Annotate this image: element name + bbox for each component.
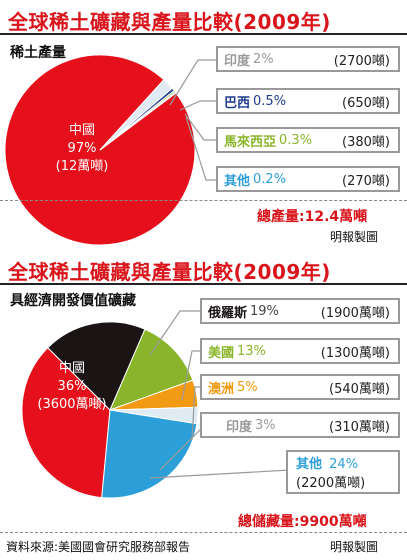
pie2-others-row: 其他 24% xyxy=(296,453,358,472)
pie2-usa-name: 美國 xyxy=(208,345,235,361)
pie2-others-amt: (2200萬噸) xyxy=(296,476,366,491)
top-divider xyxy=(0,200,407,201)
pie2-russia-name: 俄羅斯 xyxy=(208,305,248,321)
pie1-india-pct: 2% xyxy=(253,51,274,67)
pie2-others-pct: 24% xyxy=(329,457,359,472)
pie2-legend-india: 印度 3% (310萬噸) xyxy=(200,412,400,438)
pie1-others-amt: (270噸) xyxy=(342,173,390,189)
bottom-subtitle: 具經濟開發價值礦藏 xyxy=(10,293,136,309)
bottom-total: 總儲藏量:9900萬噸 xyxy=(238,514,367,530)
top-subtitle: 稀土產量 xyxy=(10,45,66,61)
pie1-legend-brazil: 巴西 0.5% (650噸) xyxy=(216,88,400,114)
pie1-china-name: 中國 xyxy=(68,123,95,138)
pie2-usa-amt: (1300萬噸) xyxy=(320,345,390,361)
bottom-title-rule xyxy=(0,283,407,285)
top-title: 全球稀土礦藏與產量比較(2009年) xyxy=(8,10,331,34)
pie2-others-name: 其他 xyxy=(296,457,323,472)
pie1-malaysia-name: 馬來西亞 xyxy=(224,134,277,150)
top-title-rule xyxy=(0,33,407,35)
pie2-slice-2 xyxy=(109,328,194,411)
pie1-others-name: 其他 xyxy=(224,173,251,189)
pie1-leader-0 xyxy=(169,59,216,106)
pie1-others-pct: 0.2% xyxy=(253,171,287,187)
data-source: 資料來源:美國國會研究服務部報告 xyxy=(6,540,191,554)
pie2-china-amt: (3600萬噸) xyxy=(37,397,107,412)
pie1-brazil-amt: (650噸) xyxy=(342,95,390,111)
pie1-india-amt: (2700噸) xyxy=(333,53,390,69)
pie2-china-pct: 36% xyxy=(57,379,87,394)
pie1-china-label: 中國 97% (12萬噸) xyxy=(50,122,114,176)
pie2-leader-4 xyxy=(149,469,291,479)
pie2-australia-amt: (540萬噸) xyxy=(329,381,390,397)
pie1-china-pct: 97% xyxy=(67,141,97,156)
pie2-slice-1 xyxy=(47,321,146,411)
pie1-slice-4 xyxy=(99,91,177,151)
pie1-leader-3 xyxy=(185,116,216,181)
pie2-slice-5 xyxy=(101,409,198,499)
bottom-divider xyxy=(0,532,407,533)
pie2-legend-usa: 美國 13% (1300萬噸) xyxy=(200,338,400,364)
pie1-leader-2 xyxy=(184,113,216,141)
pie2-india-amt: (310萬噸) xyxy=(329,419,390,435)
pie1-legend-india: 印度 2% (2700噸) xyxy=(216,46,400,72)
pie2-india-pct: 3% xyxy=(255,417,276,433)
pie1-legend-others: 其他 0.2% (270噸) xyxy=(216,166,400,192)
pie2-leader-1 xyxy=(181,350,200,401)
pie1-malaysia-amt: (380噸) xyxy=(342,134,390,150)
pie2-china-name: 中國 xyxy=(58,361,85,376)
pie2-leader-2 xyxy=(191,386,200,441)
pie2-australia-name: 澳洲 xyxy=(208,381,235,397)
pie2-legend-australia: 澳洲 5% (540萬噸) xyxy=(200,374,400,400)
pie2-usa-pct: 13% xyxy=(237,343,266,359)
top-credit: 明報製圖 xyxy=(330,230,379,244)
bottom-title: 全球稀土礦藏與產量比較(2009年) xyxy=(8,260,331,284)
pie2-india-name: 印度 xyxy=(226,419,253,435)
pie2-china-label: 中國 36% (3600萬噸) xyxy=(30,360,114,414)
bottom-credit: 明報製圖 xyxy=(330,540,379,554)
pie2-russia-pct: 19% xyxy=(250,303,279,319)
top-total: 總產量:12.4萬噸 xyxy=(257,209,368,225)
pie1-brazil-name: 巴西 xyxy=(224,95,251,111)
pie2-slice-0 xyxy=(21,347,111,499)
pie2-legend-russia: 俄羅斯 19% (1900萬噸) xyxy=(200,298,400,324)
pie2-australia-pct: 5% xyxy=(237,379,258,395)
pie1-malaysia-pct: 0.3% xyxy=(279,132,313,148)
pie1-india-name: 印度 xyxy=(224,53,251,69)
pie2-legend-others: 其他 24% (2200萬噸) xyxy=(286,450,400,494)
pie2-russia-amt: (1900萬噸) xyxy=(320,305,390,321)
pie2-leader-0 xyxy=(149,310,200,356)
pie1-china-amt: (12萬噸) xyxy=(55,159,109,174)
pie1-leader-1 xyxy=(179,100,216,111)
pie1-legend-malaysia: 馬來西亞 0.3% (380噸) xyxy=(216,127,400,153)
pie1-brazil-pct: 0.5% xyxy=(253,93,287,109)
